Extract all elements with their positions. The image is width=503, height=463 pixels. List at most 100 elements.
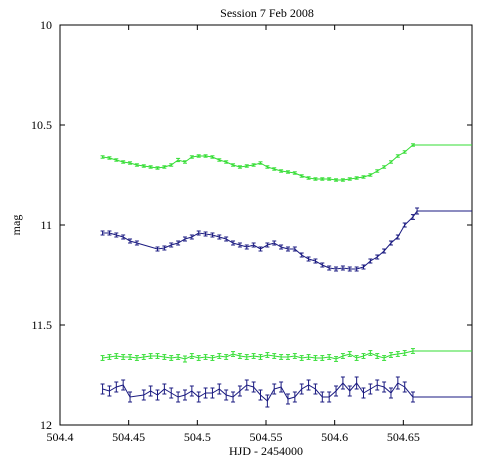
data-point (121, 160, 126, 164)
y-tick-label: 11 (40, 218, 52, 232)
data-point (279, 381, 284, 393)
data-point (128, 238, 133, 244)
data-point (327, 391, 332, 403)
series-layer (100, 143, 472, 408)
data-point (155, 353, 160, 359)
data-point (292, 171, 297, 175)
data-point (107, 156, 112, 160)
data-point (265, 242, 270, 248)
data-point (279, 354, 284, 360)
data-point (237, 385, 242, 397)
x-tick-label: 504.55 (250, 430, 283, 444)
data-point (251, 353, 256, 359)
data-point (244, 354, 249, 360)
data-point (368, 383, 373, 395)
series-line (102, 144, 472, 181)
data-point (402, 150, 407, 154)
data-point (237, 242, 242, 248)
data-point (155, 246, 160, 252)
data-point (189, 385, 194, 397)
data-point (395, 376, 400, 390)
x-tick-label: 504.65 (387, 430, 420, 444)
data-point (189, 155, 194, 159)
chart-title: Session 7 Feb 2008 (220, 6, 314, 20)
y-axis-title: mag (9, 215, 23, 236)
data-point (155, 166, 160, 170)
data-point (306, 176, 311, 180)
data-point (203, 231, 208, 237)
data-point (382, 165, 387, 169)
data-point (347, 351, 352, 357)
data-point (272, 383, 277, 395)
data-point (388, 387, 393, 399)
data-point (354, 355, 359, 361)
data-point (299, 355, 304, 361)
data-point (265, 352, 270, 358)
data-point (148, 353, 153, 359)
data-point (217, 158, 222, 162)
data-point (265, 394, 270, 408)
data-point (368, 173, 373, 177)
y-tick-label: 10.5 (31, 118, 52, 132)
data-point (162, 165, 167, 169)
data-point (258, 354, 263, 360)
data-point (203, 387, 208, 399)
data-point (203, 154, 208, 158)
data-point (107, 354, 112, 360)
data-point (306, 256, 311, 262)
data-point (100, 230, 105, 236)
data-point (182, 389, 187, 401)
data-point (258, 161, 263, 165)
data-point (340, 353, 345, 359)
data-point (196, 154, 201, 158)
data-point (189, 234, 194, 240)
data-point (272, 240, 277, 246)
data-point (320, 391, 325, 403)
data-point (340, 265, 345, 271)
data-point (148, 385, 153, 397)
data-point (402, 350, 407, 356)
data-point (231, 351, 236, 357)
data-point (361, 353, 366, 359)
data-point (258, 246, 263, 252)
x-tick-label: 504.4 (47, 430, 74, 444)
x-tick-label: 504.45 (112, 430, 145, 444)
data-point (217, 353, 222, 359)
data-point (258, 389, 263, 401)
y-tick-label: 10 (40, 18, 52, 32)
data-point (327, 177, 332, 181)
data-point (114, 158, 119, 162)
data-point (299, 174, 304, 178)
data-point (107, 230, 112, 236)
x-tick-label: 504.5 (184, 430, 211, 444)
data-point (361, 387, 366, 399)
data-point (361, 264, 366, 270)
data-point (176, 157, 181, 163)
series-line (102, 210, 472, 270)
data-point (415, 207, 420, 215)
data-point (121, 234, 126, 240)
data-point (176, 240, 181, 246)
data-point (313, 383, 318, 395)
x-tick-label: 504.6 (321, 430, 348, 444)
data-point (334, 266, 339, 272)
data-point (292, 353, 297, 359)
data-point (224, 236, 229, 242)
data-point (121, 379, 126, 391)
data-point (134, 240, 139, 246)
data-point (100, 383, 105, 395)
data-point (299, 252, 304, 258)
data-point (189, 353, 194, 359)
data-point (176, 391, 181, 403)
data-point (279, 244, 284, 250)
data-point (320, 262, 325, 268)
data-point (114, 381, 119, 393)
y-tick-label: 12 (40, 418, 52, 432)
data-point (169, 242, 174, 248)
series-3 (100, 348, 472, 363)
data-point (285, 246, 290, 252)
data-point (375, 353, 380, 359)
data-point (196, 355, 201, 361)
data-point (100, 155, 105, 159)
